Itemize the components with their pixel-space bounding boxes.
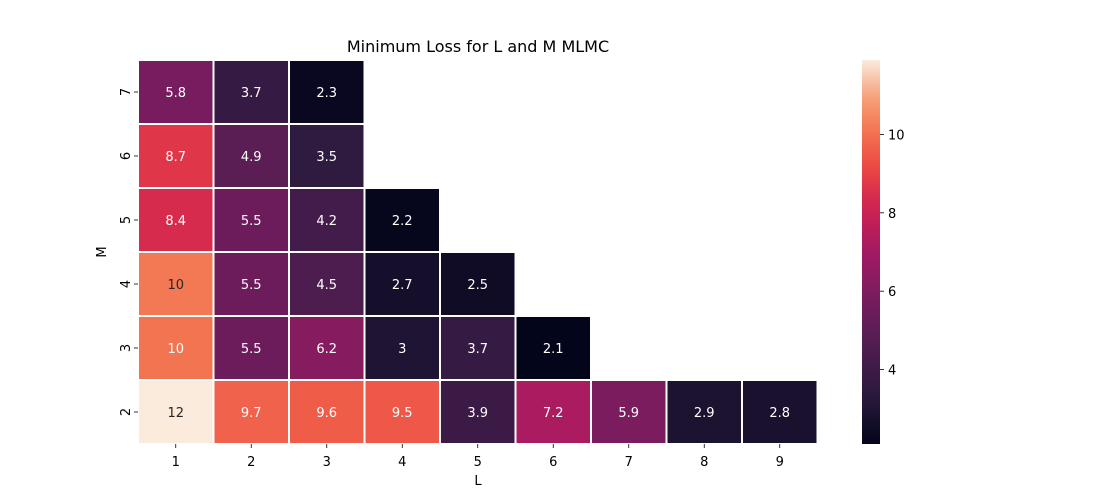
cell-value-label: 2.5 — [467, 278, 488, 293]
cell-value-label: 5.5 — [241, 342, 262, 357]
y-tick-label: 3 — [119, 344, 134, 352]
x-tick-label: 7 — [625, 455, 633, 470]
y-tick-label: 5 — [119, 216, 134, 224]
cell-value-label: 2.1 — [543, 342, 564, 357]
heatmap-cell-m6-l3 — [288, 123, 366, 189]
heatmap-cell-m5-l2 — [212, 187, 290, 253]
x-tick-label: 4 — [398, 455, 406, 470]
colorbar-ticks: 4 6 8 10 — [880, 128, 905, 379]
heatmap-cells: 5.8 3.7 2.3 8.7 4.9 3.5 8.4 5.5 4.2 2.2 10 5.5 4.5 2.… — [137, 59, 819, 445]
cell-value-label: 3 — [398, 342, 406, 357]
cell-value-label: 3.7 — [467, 342, 488, 357]
x-tick-label: 3 — [323, 455, 331, 470]
x-tick-label: 9 — [776, 455, 784, 470]
chart-title: Minimum Loss for L and M MLMC — [347, 37, 609, 56]
x-axis-ticks: 1 2 3 4 5 6 7 8 9 — [172, 444, 784, 470]
x-tick-label: 8 — [700, 455, 708, 470]
cell-value-label: 2.7 — [392, 278, 413, 293]
heatmap-cell-m3-l4 — [363, 315, 441, 381]
cell-value-label: 3.5 — [316, 150, 337, 165]
colorbar-tick-label: 6 — [888, 285, 896, 300]
x-tick-label: 2 — [247, 455, 255, 470]
cell-value-label: 2.2 — [392, 214, 413, 229]
heatmap-cell-m2-l7 — [590, 379, 668, 445]
y-axis-label: M — [95, 246, 110, 257]
heatmap-cell-m4-l4 — [363, 251, 441, 317]
cell-value-label: 5.5 — [241, 214, 262, 229]
cell-value-label: 7.2 — [543, 406, 564, 421]
cell-value-label: 10 — [167, 342, 184, 357]
y-tick-label: 6 — [119, 152, 134, 160]
cell-value-label: 12 — [167, 406, 184, 421]
colorbar-tick-label: 8 — [888, 207, 896, 222]
cell-value-label: 9.5 — [392, 406, 413, 421]
colorbar — [862, 60, 880, 444]
x-axis-label: L — [474, 474, 482, 489]
heatmap-cell-m2-l1 — [137, 379, 215, 445]
cell-value-label: 3.7 — [241, 86, 262, 101]
x-tick-label: 1 — [172, 455, 180, 470]
heatmap-cell-m3-l5 — [439, 315, 517, 381]
heatmap-cell-m5-l4 — [363, 187, 441, 253]
y-tick-label: 4 — [119, 280, 134, 288]
heatmap-cell-m7-l2 — [212, 59, 290, 125]
y-tick-label: 2 — [119, 408, 134, 416]
cell-value-label: 2.9 — [694, 406, 715, 421]
heatmap-cell-m2-l2 — [212, 379, 290, 445]
cell-value-label: 4.2 — [316, 214, 337, 229]
cell-value-label: 3.9 — [467, 406, 488, 421]
colorbar-tick-label: 10 — [888, 128, 905, 143]
y-tick-label: 7 — [119, 88, 134, 96]
cell-value-label: 6.2 — [316, 342, 337, 357]
heatmap-cell-m3-l2 — [212, 315, 290, 381]
cell-value-label: 8.4 — [165, 214, 186, 229]
cell-value-label: 2.3 — [316, 86, 337, 101]
cell-value-label: 5.8 — [165, 86, 186, 101]
cell-value-label: 10 — [167, 278, 184, 293]
x-tick-label: 6 — [549, 455, 557, 470]
cell-value-label: 9.7 — [241, 406, 262, 421]
cell-value-label: 5.5 — [241, 278, 262, 293]
colorbar-tick-label: 4 — [888, 364, 896, 379]
heatmap-cell-m2-l8 — [665, 379, 743, 445]
cell-value-label: 5.9 — [618, 406, 639, 421]
heatmap-cell-m4-l2 — [212, 251, 290, 317]
cell-value-label: 4.5 — [316, 278, 337, 293]
heatmap-cell-m3-l3 — [288, 315, 366, 381]
heatmap-cell-m3-l6 — [514, 315, 592, 381]
x-tick-label: 5 — [474, 455, 482, 470]
heatmap-cell-m2-l9 — [741, 379, 819, 445]
cell-value-label: 8.7 — [165, 150, 186, 165]
cell-value-label: 4.9 — [241, 150, 262, 165]
cell-value-label: 2.8 — [769, 406, 790, 421]
y-axis-ticks: 7 6 5 4 3 2 — [119, 88, 138, 416]
heatmap-cell-m2-l6 — [514, 379, 592, 445]
cell-value-label: 9.6 — [316, 406, 337, 421]
